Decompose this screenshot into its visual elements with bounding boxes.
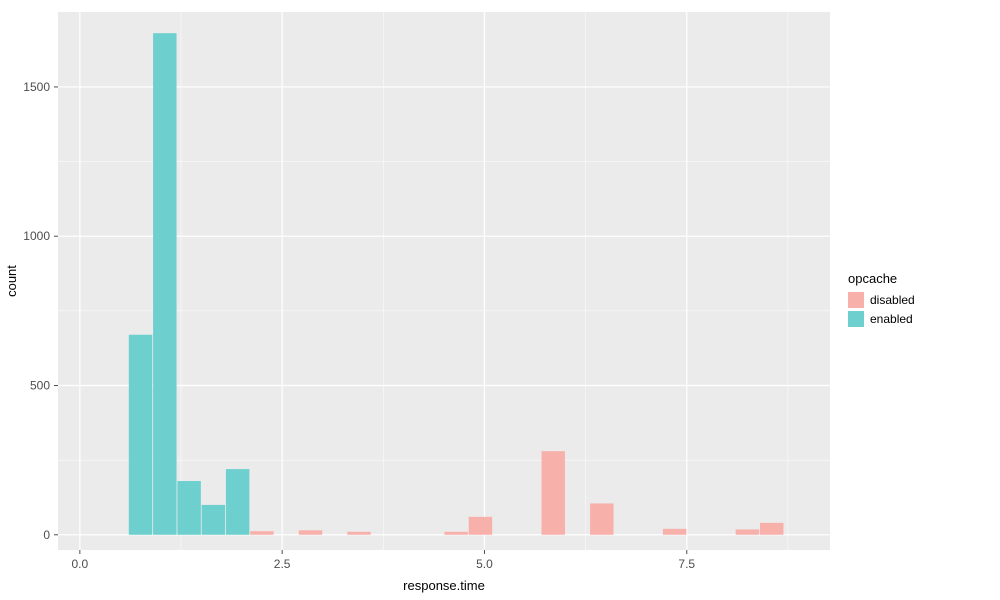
legend-swatch-enabled <box>848 311 864 327</box>
bar <box>736 529 759 534</box>
x-tick-label: 2.5 <box>274 557 291 571</box>
y-tick-label: 500 <box>30 378 50 392</box>
bar <box>202 505 225 535</box>
bar <box>177 481 200 535</box>
legend-label-disabled: disabled <box>870 293 915 307</box>
legend-item-disabled: disabled <box>848 292 1000 308</box>
x-tick-label: 7.5 <box>678 557 695 571</box>
histogram-chart: 0.0 2.5 5.0 7.5 0 500 1000 1500 response.time cou… <box>0 0 840 600</box>
y-tick-label: 1000 <box>23 229 50 243</box>
bar <box>663 529 686 535</box>
bar <box>760 523 783 535</box>
legend-item-enabled: enabled <box>848 311 1000 327</box>
y-tick-label: 1500 <box>23 80 50 94</box>
legend-swatch-disabled <box>848 292 864 308</box>
bar <box>444 532 467 535</box>
legend: opcache disabled enabled <box>840 0 1000 600</box>
legend-title: opcache <box>848 271 1000 286</box>
y-axis-title: count <box>4 265 19 297</box>
y-tick-label: 0 <box>43 528 50 542</box>
x-tick-label: 5.0 <box>476 557 493 571</box>
bar <box>469 517 492 535</box>
bar <box>299 530 322 534</box>
bar <box>250 531 273 535</box>
bar <box>129 335 152 535</box>
bar <box>226 469 249 535</box>
x-axis-title: response.time <box>403 578 485 593</box>
bar <box>347 532 370 535</box>
bar <box>542 451 565 535</box>
figure: 0.0 2.5 5.0 7.5 0 500 1000 1500 response.time cou… <box>0 0 1000 600</box>
legend-label-enabled: enabled <box>870 312 913 326</box>
x-tick-label: 0.0 <box>72 557 89 571</box>
bar <box>590 503 613 534</box>
bar <box>153 33 176 535</box>
chart-panel: 0.0 2.5 5.0 7.5 0 500 1000 1500 response.time cou… <box>0 0 840 600</box>
